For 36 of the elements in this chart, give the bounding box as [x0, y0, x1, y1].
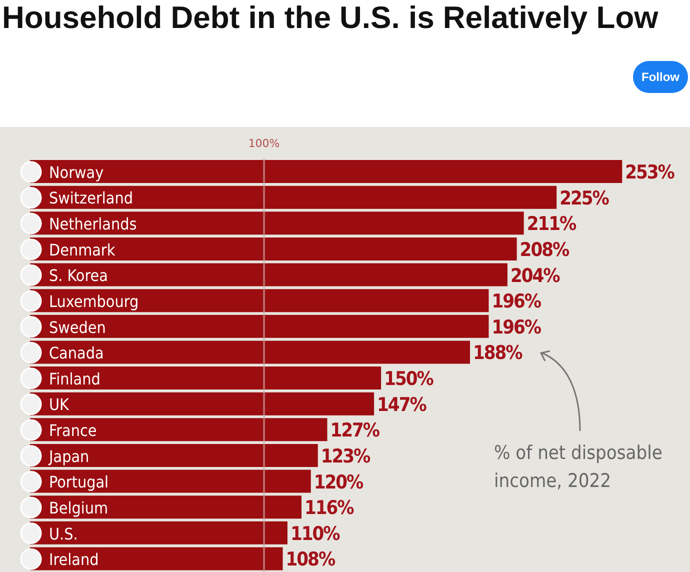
y-tick-label: S. Korea	[49, 266, 108, 286]
data-label: 196%	[492, 290, 542, 313]
chart-title: Household Debt in the U.S. is Relatively Low	[2, 0, 658, 36]
y-tick-label: Japan	[48, 446, 90, 466]
data-label: 225%	[560, 187, 610, 210]
data-label: 211%	[526, 213, 577, 236]
y-tick-label: UK	[49, 395, 70, 414]
y-tick-label: Portugal	[49, 472, 109, 492]
data-label: 123%	[320, 445, 371, 468]
y-tick-label: Luxembourg	[49, 292, 139, 311]
y-tick-label: Norway	[49, 162, 104, 182]
y-tick-label: Switzerland	[49, 188, 133, 208]
y-tick-label: Belgium	[49, 498, 108, 518]
data-label: 147%	[377, 394, 427, 416]
data-label: 150%	[384, 368, 434, 390]
y-tick-label: Netherlands	[49, 214, 137, 234]
y-tick-label: France	[49, 421, 97, 440]
data-label: 253%	[625, 162, 675, 184]
data-label: 120%	[314, 471, 364, 494]
annotation: % of net disposable income, 2022	[494, 441, 664, 494]
y-tick-label: U.S.	[49, 524, 78, 544]
data-label: 110%	[290, 522, 340, 545]
data-label: 127%	[330, 420, 380, 442]
y-tick-label: Denmark	[49, 240, 116, 260]
text: Follow	[633, 61, 688, 93]
data-label: 108%	[286, 548, 336, 571]
y-tick-label: Sweden	[49, 318, 106, 337]
data-label: 116%	[304, 497, 354, 520]
y-tick-label: Ireland	[49, 550, 99, 570]
data-label: 204%	[510, 264, 560, 287]
ref-line-label: 100%	[248, 137, 280, 150]
y-tick-label: Canada	[49, 344, 104, 363]
data-label: 208%	[520, 238, 570, 261]
data-label: 188%	[473, 342, 523, 364]
y-tick-label: Finland	[49, 369, 100, 388]
data-label: 196%	[492, 316, 542, 338]
